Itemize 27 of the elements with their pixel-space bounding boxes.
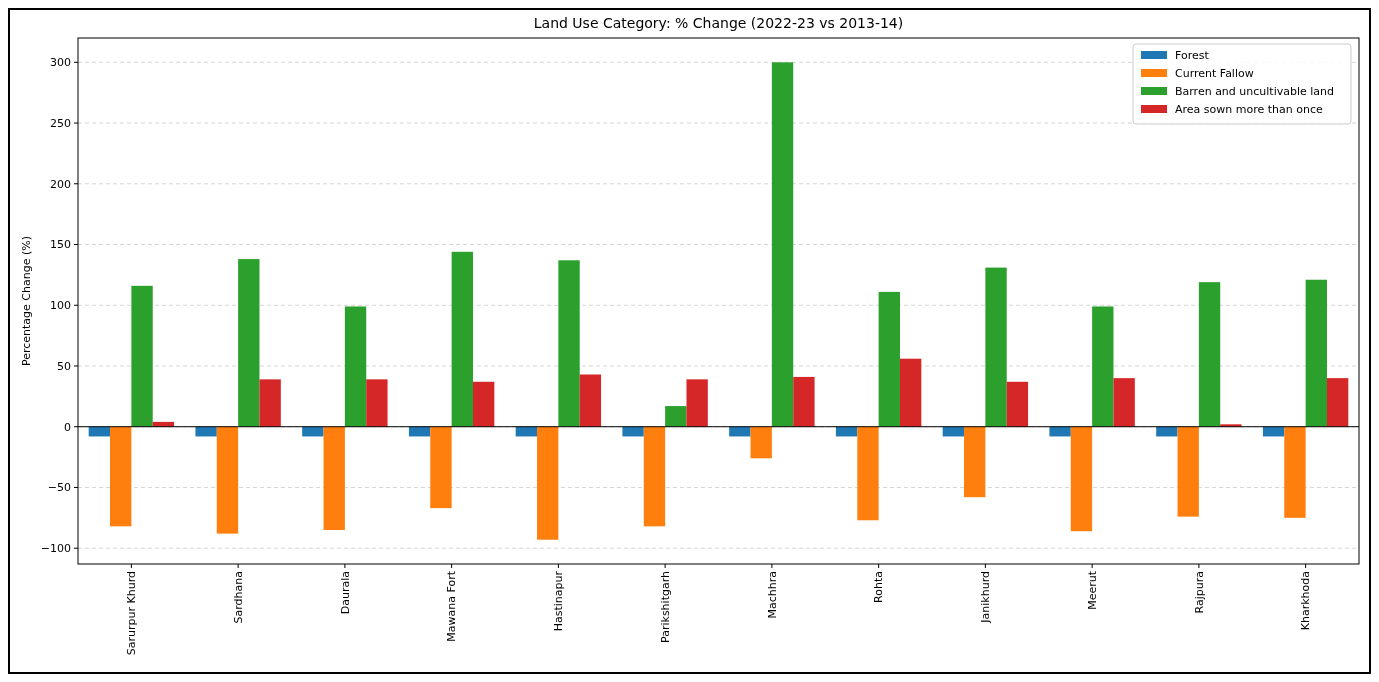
y-tick-label: 150 (50, 238, 71, 252)
x-tick-label: Sarurpur Khurd (125, 571, 139, 656)
y-tick-label: 50 (57, 359, 71, 373)
legend-label: Area sown more than once (1175, 103, 1323, 116)
y-tick-label: 100 (50, 299, 71, 313)
x-tick-label: Rajpura (1192, 571, 1206, 614)
x-tick-label: Rohta (872, 571, 886, 603)
x-tick-label: Meerut (1085, 570, 1099, 610)
x-tick-label: Sardhana (231, 571, 245, 624)
x-tick-label: Hastinapur (552, 570, 566, 632)
chart-title: Land Use Category: % Change (2022-23 vs 2013-14) (533, 15, 904, 31)
x-tick-label: Daurala (338, 571, 352, 615)
y-tick-label: −50 (47, 481, 71, 495)
legend-label: Barren and uncultivable land (1175, 85, 1335, 98)
x-tick-label: Machhra (765, 571, 779, 619)
y-axis-title: Percentage Change (%) (20, 235, 33, 367)
legend-label: Forest (1175, 49, 1210, 62)
x-tick-label: Parikshitgarh (658, 570, 672, 643)
x-tick-label: Janikhurd (979, 571, 993, 624)
y-tick-label: 300 (50, 56, 71, 70)
x-tick-label: Mawana Fort (445, 570, 459, 642)
y-tick-label: 250 (50, 116, 71, 130)
y-tick-label: 0 (64, 420, 71, 434)
y-tick-label: −100 (40, 542, 71, 556)
x-tick-label: Kharkhoda (1299, 571, 1313, 631)
legend-label: Current Fallow (1175, 67, 1254, 80)
y-tick-label: 200 (50, 177, 71, 191)
